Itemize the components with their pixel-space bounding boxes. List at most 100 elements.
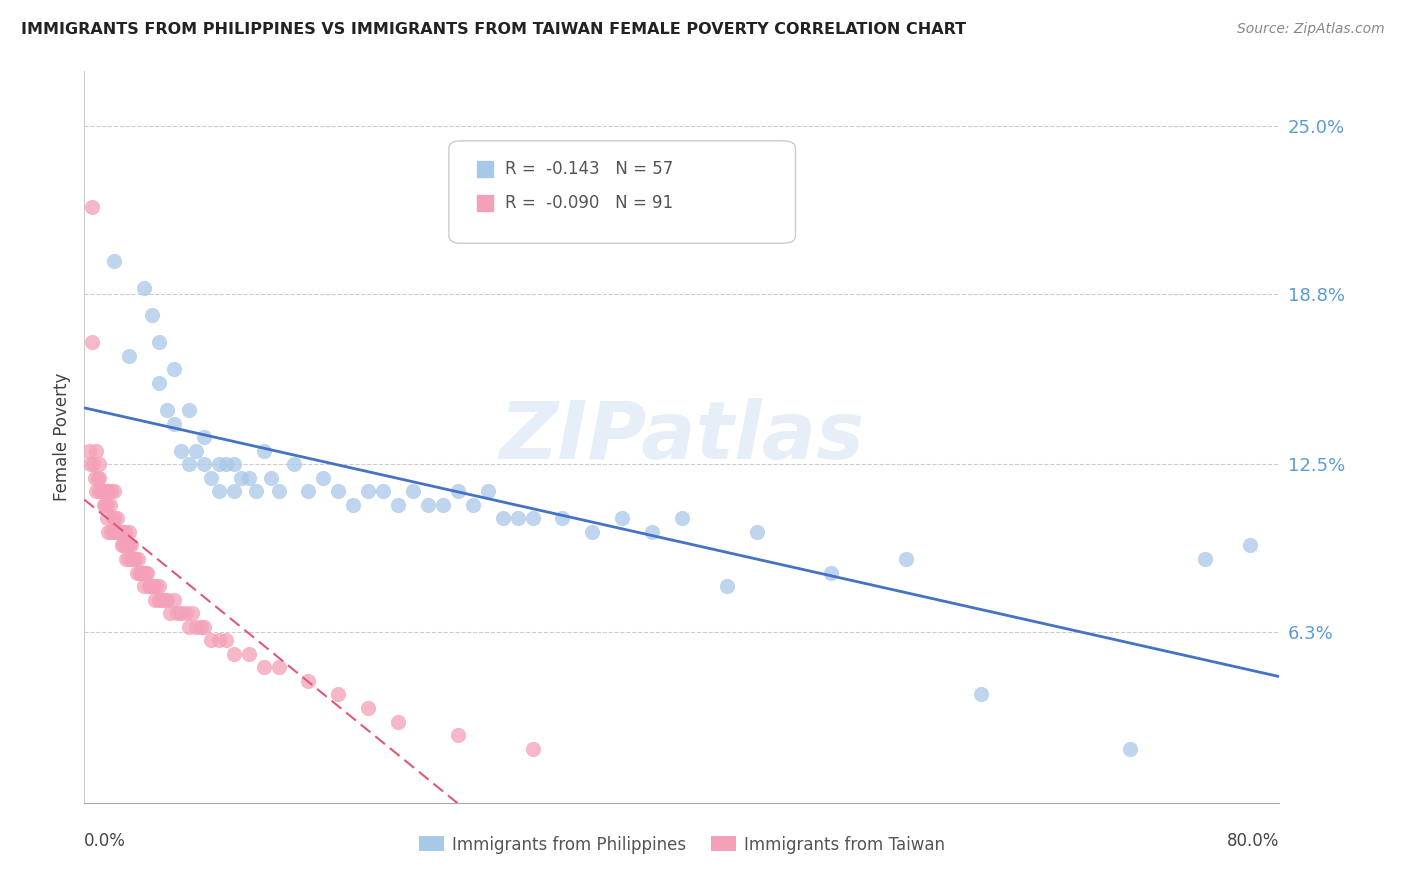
- Point: [89, 457, 111, 471]
- Point: [283, 457, 305, 471]
- Point: [612, 511, 634, 525]
- Point: [129, 566, 152, 580]
- Point: [136, 566, 159, 580]
- Point: [641, 524, 664, 539]
- Point: [260, 471, 283, 485]
- Point: [416, 498, 439, 512]
- Text: 0.0%: 0.0%: [84, 832, 127, 850]
- Point: [1119, 741, 1142, 756]
- Point: [111, 524, 134, 539]
- Point: [118, 552, 141, 566]
- Point: [200, 633, 222, 648]
- Point: [89, 484, 111, 499]
- Point: [145, 579, 167, 593]
- Point: [150, 592, 173, 607]
- Point: [267, 660, 290, 674]
- Point: [153, 592, 176, 607]
- Point: [461, 498, 484, 512]
- Point: [111, 538, 134, 552]
- Point: [90, 484, 112, 499]
- Text: ZIPatlas: ZIPatlas: [499, 398, 865, 476]
- Point: [163, 362, 186, 376]
- Point: [139, 579, 162, 593]
- Point: [142, 579, 165, 593]
- Point: [222, 457, 245, 471]
- Point: [716, 579, 738, 593]
- Point: [114, 524, 136, 539]
- Point: [104, 524, 127, 539]
- Point: [1194, 552, 1216, 566]
- Point: [120, 538, 142, 552]
- Point: [80, 200, 103, 214]
- Point: [186, 443, 208, 458]
- Point: [267, 484, 290, 499]
- Point: [98, 498, 121, 512]
- Point: [357, 484, 380, 499]
- Point: [107, 524, 129, 539]
- Point: [193, 620, 215, 634]
- Point: [551, 511, 574, 525]
- Point: [148, 579, 170, 593]
- Point: [141, 308, 163, 322]
- Point: [190, 620, 212, 634]
- Point: [86, 484, 108, 499]
- Point: [110, 524, 132, 539]
- Point: [132, 281, 156, 295]
- Point: [222, 484, 245, 499]
- Text: R =  -0.143   N = 57: R = -0.143 N = 57: [505, 160, 673, 178]
- Point: [77, 443, 100, 458]
- Point: [193, 430, 215, 444]
- Point: [373, 484, 395, 499]
- Point: [894, 552, 917, 566]
- Point: [103, 484, 125, 499]
- Point: [83, 471, 105, 485]
- Text: Source: ZipAtlas.com: Source: ZipAtlas.com: [1237, 22, 1385, 37]
- Point: [745, 524, 768, 539]
- Point: [127, 552, 149, 566]
- Point: [94, 498, 117, 512]
- Point: [170, 443, 193, 458]
- Point: [82, 457, 104, 471]
- Text: R =  -0.090   N = 91: R = -0.090 N = 91: [505, 194, 673, 212]
- Point: [148, 335, 170, 350]
- Point: [103, 254, 125, 268]
- Point: [357, 701, 380, 715]
- Point: [477, 484, 499, 499]
- Point: [97, 484, 120, 499]
- Point: [432, 498, 454, 512]
- Point: [96, 511, 118, 525]
- Point: [138, 579, 160, 593]
- Point: [1239, 538, 1261, 552]
- Point: [581, 524, 603, 539]
- FancyBboxPatch shape: [449, 141, 796, 244]
- Point: [135, 566, 157, 580]
- Point: [115, 538, 138, 552]
- Text: 80.0%: 80.0%: [1227, 832, 1279, 850]
- Point: [506, 511, 529, 525]
- Point: [522, 741, 544, 756]
- Point: [177, 620, 200, 634]
- Point: [208, 484, 231, 499]
- Point: [143, 592, 166, 607]
- Point: [159, 606, 181, 620]
- Point: [125, 566, 148, 580]
- Point: [238, 471, 260, 485]
- Point: [328, 688, 350, 702]
- Point: [112, 538, 135, 552]
- Point: [200, 471, 222, 485]
- Point: [492, 511, 515, 525]
- Point: [215, 457, 238, 471]
- Point: [105, 511, 128, 525]
- Point: [166, 606, 188, 620]
- Point: [115, 552, 138, 566]
- Point: [80, 335, 103, 350]
- Legend: Immigrants from Philippines, Immigrants from Taiwan: Immigrants from Philippines, Immigrants …: [412, 829, 952, 860]
- Y-axis label: Female Poverty: Female Poverty: [53, 373, 72, 501]
- Point: [671, 511, 693, 525]
- Point: [148, 376, 170, 390]
- Point: [118, 349, 141, 363]
- Point: [177, 457, 200, 471]
- Point: [148, 592, 170, 607]
- Point: [124, 552, 146, 566]
- Point: [181, 606, 204, 620]
